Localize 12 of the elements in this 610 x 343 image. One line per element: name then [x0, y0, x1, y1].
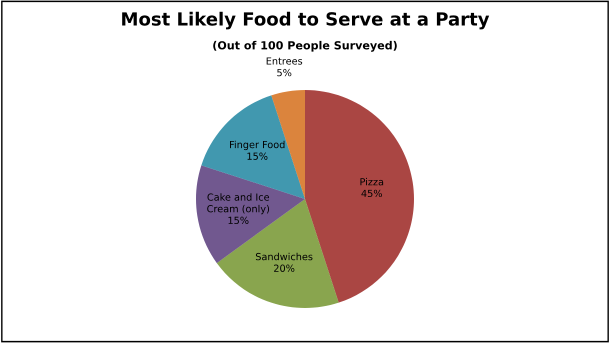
slice-label: Cake and Ice Cream (only)	[207, 193, 270, 214]
chart-title: Most Likely Food to Serve at a Party	[122, 12, 490, 30]
data-label: 15%	[228, 216, 249, 224]
data-label: 20%	[274, 264, 294, 272]
data-label: 5%	[277, 68, 292, 76]
slice-label: Entrees	[266, 57, 302, 65]
data-label: 45%	[361, 190, 382, 198]
slice-label: Pizza	[360, 178, 384, 186]
data-label: 15%	[247, 152, 268, 160]
slice-label: Finger Food	[230, 140, 284, 150]
chart-subtitle: (Out of 100 People Surveyed)	[213, 40, 397, 52]
slice-label: Sandwiches	[256, 252, 312, 260]
